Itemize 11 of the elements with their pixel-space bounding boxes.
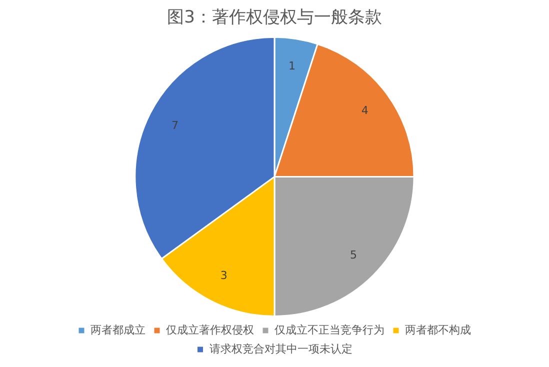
chart-title: 图3：著作权侵权与一般条款 [167,8,382,28]
data-label: 4 [361,104,368,117]
legend-label: 仅成立不正当竞争行为 [274,323,384,336]
legend-label: 请求权竞合对其中一项未认定 [209,342,352,356]
data-label: 5 [350,248,357,262]
legend-label: 两者都成立 [90,323,146,336]
data-label: 7 [172,118,179,132]
legend-label: 两者都不构成 [405,323,471,336]
legend-label: 仅成立著作权侵权 [166,323,254,336]
data-label: 3 [220,269,228,282]
data-label: 1 [288,59,296,72]
